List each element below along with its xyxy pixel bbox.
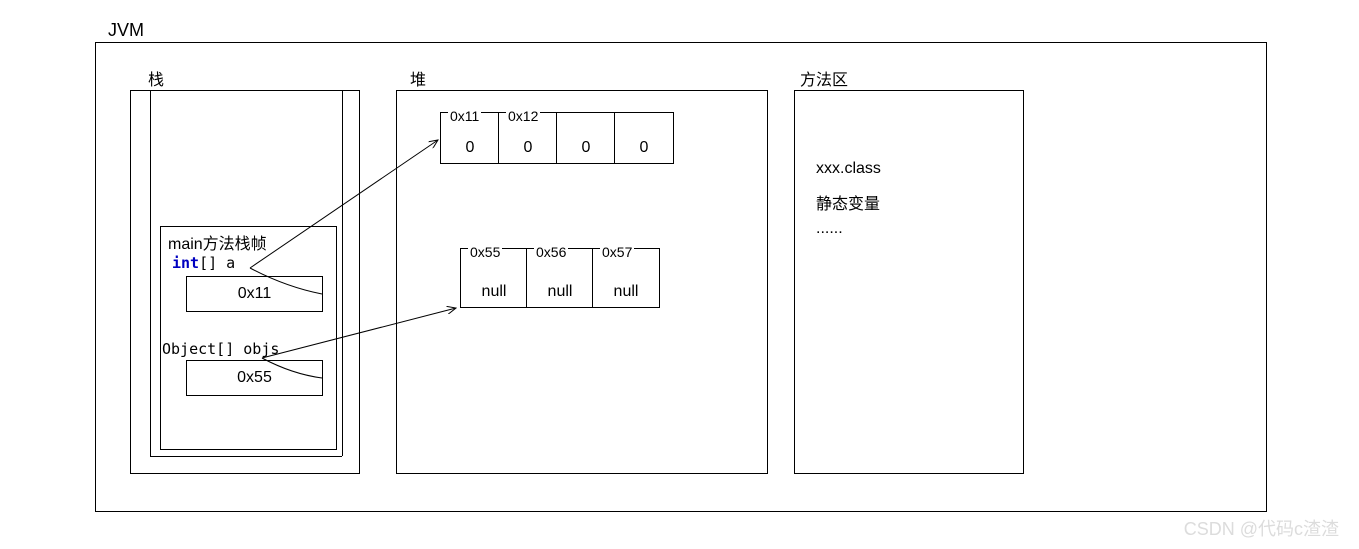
var-1-rest: Object[] objs	[162, 340, 279, 358]
jvm-title: JVM	[108, 20, 144, 41]
heap-array-0-cell-3-value: 0	[615, 139, 673, 157]
heap-array-0-cell-2-value: 0	[557, 139, 615, 157]
heap-array-0-cell-1-addr: 0x12	[506, 108, 540, 124]
heap-array-1-cell-0-addr: 0x55	[468, 244, 502, 260]
heap-array-0-cell-1-value: 0	[499, 139, 557, 157]
heap-array-1-cell-2-value: null	[593, 283, 659, 301]
heap-array-0-cell-0-addr: 0x11	[448, 108, 481, 124]
watermark: CSDN @代码c渣渣	[1184, 515, 1339, 541]
var-0-value-box: 0x11	[186, 276, 323, 312]
jvm-diagram: JVM 栈 main方法栈帧 int[] a 0x11 Object[] obj…	[0, 0, 1359, 549]
heap-array-1-cell-1-value: null	[527, 283, 593, 301]
method-area-line-2: ......	[816, 220, 843, 238]
method-area-title: 方法区	[800, 66, 848, 90]
stack-title: 栈	[148, 66, 164, 90]
var-0-declaration: int[] a	[172, 254, 235, 272]
var-0-rest: [] a	[199, 254, 235, 272]
var-1-declaration: Object[] objs	[162, 340, 279, 358]
stack-inner-right	[342, 90, 343, 456]
heap-array-0-cell-2: 0	[556, 112, 616, 164]
main-frame-title: main方法栈帧	[168, 230, 267, 254]
stack-inner-left	[150, 90, 151, 456]
method-area-line-0: xxx.class	[816, 160, 881, 178]
heap-array-0-cell-0-value: 0	[441, 139, 499, 157]
heap-title: 堆	[410, 66, 426, 90]
var-1-value-box: 0x55	[186, 360, 323, 396]
var-0-keyword: int	[172, 254, 199, 272]
method-area-line-1: 静态变量	[816, 190, 880, 214]
heap-array-1-cell-1-addr: 0x56	[534, 244, 568, 260]
stack-inner-bottom	[150, 456, 342, 457]
heap-array-1-cell-0-value: null	[461, 283, 527, 301]
var-1-value: 0x55	[237, 369, 272, 386]
heap-array-0-cell-3: 0	[614, 112, 674, 164]
heap-array-1-cell-2-addr: 0x57	[600, 244, 634, 260]
method-area-box	[794, 90, 1024, 474]
var-0-value: 0x11	[238, 285, 272, 302]
